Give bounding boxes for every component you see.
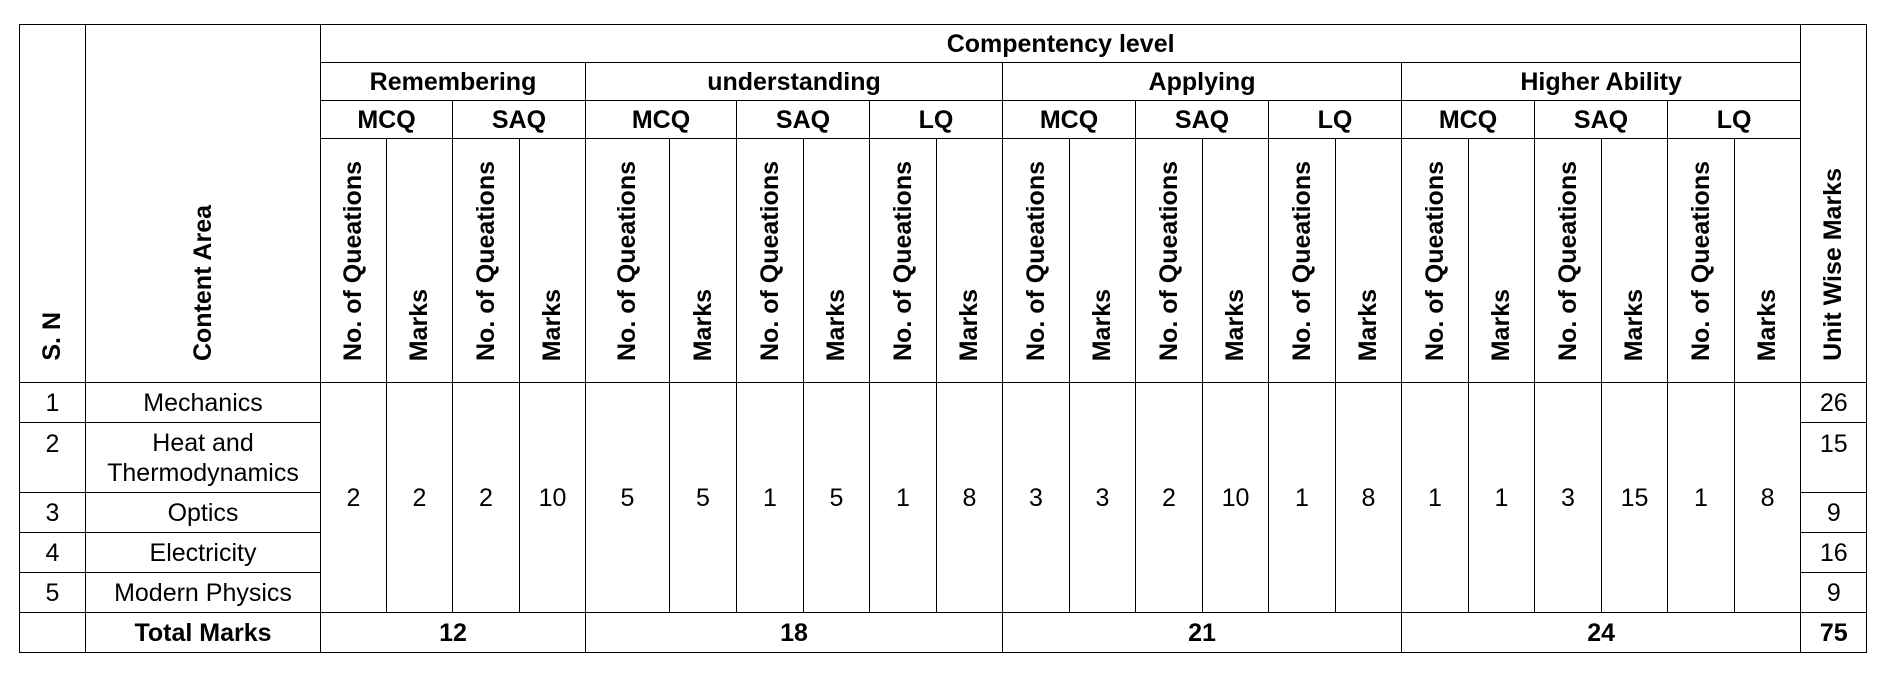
merged-value: 15 [1601,382,1668,613]
header-no-of-questions: No. of Queations [1667,138,1735,383]
row-sn: 1 [19,382,86,423]
row-unit-marks: 9 [1800,492,1868,533]
header-no-of-questions: No. of Queations [320,138,387,383]
header-mcq: MCQ [1401,100,1535,139]
header-saq: SAQ [452,100,586,139]
row-unit-marks: 26 [1800,382,1868,423]
header-no-of-questions: No. of Queations [869,138,937,383]
merged-value: 5 [669,382,737,613]
row-content-area: Electricity [85,532,321,573]
header-lq: LQ [1666,100,1802,139]
header-no-of-questions: No. of Queations [1002,138,1070,383]
table-row: 5 Modern Physics 9 [19,572,1868,613]
header-remembering: Remembering [320,62,586,101]
row-sn: 4 [19,532,86,573]
header-mcq: MCQ [320,100,453,139]
header-marks: Marks [803,138,870,383]
header-no-of-questions: No. of Queations [1268,138,1336,383]
table-row: 3 Optics 9 [19,492,1868,533]
header-no-of-questions: No. of Queations [736,138,804,383]
merged-value: 5 [803,382,870,613]
row-sn: 3 [19,492,86,533]
header-marks: Marks [669,138,737,383]
header-marks: Marks [1335,138,1402,383]
row-content-area: Optics [85,492,321,533]
header-sn: S. N [19,24,86,383]
merged-value: 1 [1667,382,1735,613]
header-no-of-questions: No. of Queations [1534,138,1602,383]
header-saq: SAQ [736,100,870,139]
row-content-area: Mechanics [85,382,321,423]
merged-value: 8 [1733,382,1802,613]
merged-value: 8 [1335,382,1402,613]
header-understanding: understanding [585,62,1003,101]
header-saq: SAQ [1135,100,1269,139]
header-marks: Marks [1733,138,1802,383]
merged-value: 2 [452,382,520,613]
merged-value: 2 [386,382,453,613]
header-higher-ability: Higher Ability [1400,62,1802,101]
row-unit-marks: 16 [1800,532,1868,573]
header-content-area: Content Area [85,24,321,383]
total-unit-marks: 75 [1800,612,1868,653]
merged-value: 1 [1268,382,1336,613]
header-lq: LQ [869,100,1003,139]
header-lq: LQ [1268,100,1402,139]
header-unit-wise-marks: Unit Wise Marks [1800,24,1868,383]
merged-value: 3 [1002,382,1070,613]
row-unit-marks: 15 [1800,422,1868,493]
total-sn-empty [19,612,86,653]
header-marks: Marks [519,138,586,383]
row-sn: 5 [19,572,86,613]
merged-value: 8 [936,382,1003,613]
total-remembering: 12 [320,612,586,653]
header-no-of-questions: No. of Queations [1401,138,1469,383]
total-higher-ability: 24 [1400,612,1802,653]
subheader-row: No. of Queations Marks No. of Queations Mar… [20,138,1867,383]
header-marks: Marks [936,138,1003,383]
header-mcq: MCQ [1002,100,1136,139]
merged-value: 10 [1202,382,1269,613]
merged-value: 2 [1135,382,1203,613]
merged-value: 1 [1401,382,1469,613]
header-applying: Applying [1002,62,1402,101]
total-applying: 21 [1002,612,1402,653]
merged-value: 2 [320,382,387,613]
merged-value: 10 [519,382,586,613]
header-marks: Marks [1468,138,1535,383]
total-understanding: 18 [585,612,1003,653]
total-row: Total Marks 12 18 21 24 75 [19,612,1868,653]
total-label: Total Marks [85,612,321,653]
merged-value: 3 [1534,382,1602,613]
row-unit-marks: 9 [1800,572,1868,613]
header-marks: Marks [1601,138,1668,383]
header-no-of-questions: No. of Queations [452,138,520,383]
header-competency-level: Compentency level [319,24,1802,63]
table-row: 4 Electricity 16 [19,532,1868,573]
row-content-area: Heat and Thermodynamics [85,422,321,493]
header-no-of-questions: No. of Queations [1135,138,1203,383]
header-marks: Marks [386,138,453,383]
merged-value: 3 [1069,382,1136,613]
merged-value: 1 [736,382,804,613]
table-row: 1 Mechanics 2 2 2 10 5 5 1 5 1 8 3 3 2 1… [19,382,1868,613]
merged-value: 1 [869,382,937,613]
header-saq: SAQ [1534,100,1668,139]
header-marks: Marks [1202,138,1269,383]
header-mcq: MCQ [585,100,737,139]
merged-value: 5 [585,382,670,613]
merged-value: 1 [1468,382,1535,613]
competency-table: S. N Content Area Compentency level Unit… [19,24,1868,653]
row-sn: 2 [19,422,86,493]
table-row: 2 Heat and Thermodynamics 15 [19,422,1868,493]
header-no-of-questions: No. of Queations [585,138,670,383]
row-content-area: Modern Physics [85,572,321,613]
header-marks: Marks [1069,138,1136,383]
